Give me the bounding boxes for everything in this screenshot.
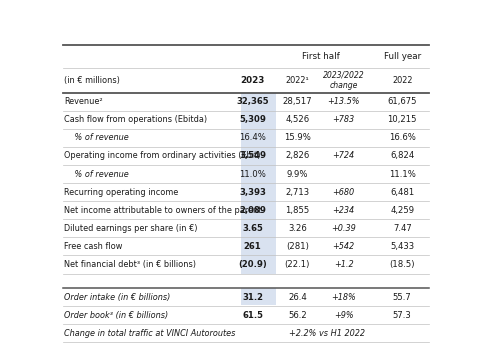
Text: Change in total traffic at VINCI Autoroutes: Change in total traffic at VINCI Autorou… — [64, 329, 236, 338]
Text: 2,713: 2,713 — [285, 188, 310, 197]
Text: 6,481: 6,481 — [390, 188, 414, 197]
Bar — [241, 201, 276, 219]
Text: Order book³ (in € billions): Order book³ (in € billions) — [64, 311, 168, 320]
Text: +18%: +18% — [331, 293, 356, 301]
Text: Net income attributable to owners of the parent: Net income attributable to owners of the… — [64, 206, 262, 215]
Text: +680: +680 — [333, 188, 355, 197]
Text: +0.39: +0.39 — [331, 224, 356, 233]
Text: 2022¹: 2022¹ — [286, 75, 309, 85]
Text: 31.2: 31.2 — [242, 293, 263, 301]
Bar — [241, 237, 276, 256]
Text: 261: 261 — [244, 242, 262, 251]
Text: (20.9): (20.9) — [239, 260, 267, 269]
Text: Order intake (in € billions): Order intake (in € billions) — [64, 293, 171, 301]
Text: 7.47: 7.47 — [393, 224, 412, 233]
Text: 4,259: 4,259 — [390, 206, 414, 215]
Text: +9%: +9% — [334, 311, 353, 320]
Text: 3.26: 3.26 — [288, 224, 307, 233]
Text: Recurring operating income: Recurring operating income — [64, 188, 179, 197]
Bar — [241, 111, 276, 129]
Text: Net financial debt³ (in € billions): Net financial debt³ (in € billions) — [64, 260, 196, 269]
Text: 3.65: 3.65 — [242, 224, 263, 233]
Text: 16.4%: 16.4% — [239, 133, 266, 142]
Text: 26.4: 26.4 — [288, 293, 307, 301]
Text: 55.7: 55.7 — [393, 293, 412, 301]
Bar — [241, 256, 276, 274]
Text: 3,393: 3,393 — [239, 188, 266, 197]
Text: 56.2: 56.2 — [288, 311, 307, 320]
Text: Full year: Full year — [384, 52, 421, 61]
Text: +542: +542 — [333, 242, 355, 251]
Text: +234: +234 — [333, 206, 355, 215]
Text: +1.2: +1.2 — [334, 260, 353, 269]
Bar — [241, 147, 276, 165]
Text: (281): (281) — [286, 242, 309, 251]
Text: % of revenue: % of revenue — [64, 133, 129, 142]
Text: 5,309: 5,309 — [239, 115, 266, 124]
Text: 1,855: 1,855 — [285, 206, 310, 215]
Bar — [241, 129, 276, 147]
Text: Free cash flow: Free cash flow — [64, 242, 123, 251]
Text: 16.6%: 16.6% — [389, 133, 416, 142]
Bar — [241, 183, 276, 201]
Bar — [241, 165, 276, 183]
Text: 3,549: 3,549 — [239, 152, 266, 161]
Text: 2,089: 2,089 — [239, 206, 266, 215]
Text: 11.1%: 11.1% — [389, 169, 416, 179]
Text: 28,517: 28,517 — [283, 97, 312, 106]
Bar — [241, 219, 276, 237]
Text: 9.9%: 9.9% — [287, 169, 308, 179]
Text: +2.2% vs H1 2022: +2.2% vs H1 2022 — [289, 329, 365, 338]
Text: (22.1): (22.1) — [285, 260, 310, 269]
Text: Revenue²: Revenue² — [64, 97, 103, 106]
Text: (in € millions): (in € millions) — [64, 75, 120, 85]
Text: 2023: 2023 — [240, 75, 265, 85]
Text: 61.5: 61.5 — [242, 311, 263, 320]
Text: 4,526: 4,526 — [285, 115, 310, 124]
Text: % of revenue: % of revenue — [64, 169, 129, 179]
Text: 32,365: 32,365 — [236, 97, 269, 106]
Text: 11.0%: 11.0% — [239, 169, 266, 179]
Text: Cash flow from operations (Ebitda): Cash flow from operations (Ebitda) — [64, 115, 207, 124]
Text: 2,826: 2,826 — [285, 152, 310, 161]
Text: +783: +783 — [333, 115, 355, 124]
Text: 2022: 2022 — [392, 75, 412, 85]
Text: +724: +724 — [333, 152, 355, 161]
Text: 61,675: 61,675 — [387, 97, 417, 106]
Text: 15.9%: 15.9% — [284, 133, 311, 142]
Text: 57.3: 57.3 — [393, 311, 412, 320]
Text: 10,215: 10,215 — [387, 115, 417, 124]
Text: Operating income from ordinary activities (Ebit): Operating income from ordinary activitie… — [64, 152, 261, 161]
Bar — [241, 306, 276, 324]
Text: 2023/2022
change: 2023/2022 change — [323, 70, 364, 90]
Bar — [241, 93, 276, 111]
Text: +13.5%: +13.5% — [327, 97, 360, 106]
Text: Diluted earnings per share (in €): Diluted earnings per share (in €) — [64, 224, 198, 233]
Text: 5,433: 5,433 — [390, 242, 414, 251]
Text: (18.5): (18.5) — [389, 260, 415, 269]
Text: First half: First half — [301, 52, 339, 61]
Bar — [241, 288, 276, 306]
Text: 6,824: 6,824 — [390, 152, 414, 161]
